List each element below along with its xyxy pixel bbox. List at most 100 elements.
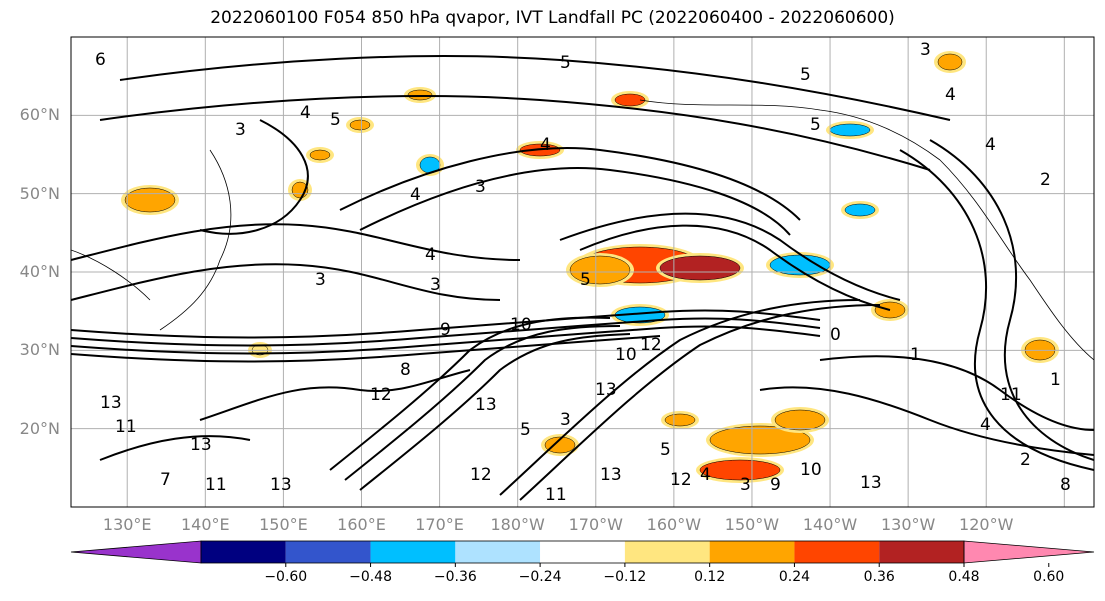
coastline-segment xyxy=(939,159,1094,361)
colorbar-segment xyxy=(879,541,964,563)
qvapor-anomaly-area xyxy=(699,459,781,481)
contour-value-label: 3 xyxy=(920,40,931,60)
contour-value-label: 4 xyxy=(985,135,996,155)
contour-value-label: 5 xyxy=(520,420,531,440)
contour-value-label: 8 xyxy=(400,360,411,380)
contour-value-label: 1 xyxy=(1050,370,1061,390)
contour-value-label: 3 xyxy=(235,120,246,140)
colorbar-tick-label: −0.36 xyxy=(433,569,477,585)
coastline-segment xyxy=(639,99,941,161)
contour-value-label: 4 xyxy=(700,465,711,485)
ivt-contour-line xyxy=(71,335,661,363)
colorbar-segment xyxy=(285,541,371,563)
longitude-label: 140°W xyxy=(802,515,858,534)
longitude-label: 140°E xyxy=(180,515,230,534)
contour-value-label: 4 xyxy=(540,135,551,155)
ivt-contour-line xyxy=(71,263,501,301)
longitude-label: 160°W xyxy=(646,515,702,534)
contour-value-label: 10 xyxy=(800,460,822,480)
ivt-contour-line xyxy=(339,147,801,221)
contour-value-label: 4 xyxy=(410,185,421,205)
contour-value-label: 13 xyxy=(190,435,212,455)
longitude-label: 130°W xyxy=(880,515,936,534)
contour-value-label: 3 xyxy=(475,177,486,197)
map-frame xyxy=(70,36,1095,508)
contour-value-label: 13 xyxy=(475,395,497,415)
qvapor-anomaly-area xyxy=(659,255,741,281)
qvapor-anomaly-area xyxy=(309,149,331,161)
contour-value-label: 12 xyxy=(370,385,392,405)
contour-value-label: 4 xyxy=(425,245,436,265)
longitude-label: 160°E xyxy=(337,515,386,534)
ivt-contour-line xyxy=(199,369,471,421)
longitude-label: 180°W xyxy=(490,515,545,534)
ivt-contour-line xyxy=(899,149,1094,471)
contour-value-label: 3 xyxy=(315,270,326,290)
contour-value-label: 4 xyxy=(980,415,991,435)
ivt-contours xyxy=(71,55,1094,501)
ivt-contour-line xyxy=(559,212,901,301)
colorbar-segment xyxy=(624,541,710,563)
colorbar-tick-label: 0.36 xyxy=(863,569,895,585)
colorbar-frame xyxy=(200,540,965,564)
ivt-contour-line xyxy=(929,139,1094,461)
ivt-contour-line xyxy=(199,119,309,235)
qvapor-anomaly-area xyxy=(664,413,696,427)
qvapor-anomaly-area xyxy=(844,203,876,217)
ivt-contour-line xyxy=(359,167,791,236)
contour-value-label: 13 xyxy=(100,393,122,413)
contour-value-label: 5 xyxy=(560,53,571,73)
ivt-contour-line xyxy=(329,316,611,471)
colorbar-segment xyxy=(540,541,625,563)
contour-value-label: 3 xyxy=(560,410,571,430)
colorbar-tick-label: −0.48 xyxy=(349,569,392,585)
colorbar-tick-label: 0.12 xyxy=(694,569,726,585)
contour-value-label: 11 xyxy=(545,485,567,505)
ivt-contour-line xyxy=(71,223,521,261)
colorbar-segment xyxy=(201,541,286,563)
colorbar-tick-label: −0.24 xyxy=(518,569,562,585)
longitude-label: 130°E xyxy=(102,515,152,534)
qvapor-anomaly-area xyxy=(124,187,176,213)
contour-value-label: 6 xyxy=(95,50,106,70)
ivt-contour-line xyxy=(344,325,621,481)
coastline-segment xyxy=(71,249,151,301)
contour-value-label: 9 xyxy=(770,475,781,495)
qvapor-anomaly-area xyxy=(614,93,646,107)
latitude-label: 50°N xyxy=(19,183,60,203)
contour-value-label: 13 xyxy=(600,465,622,485)
contour-value-label: 2 xyxy=(1040,170,1051,190)
colorbar-extend-high xyxy=(963,540,1095,564)
contour-value-label: 2 xyxy=(1020,450,1031,470)
map-title: 2022060100 F054 850 hPa qvapor, IVT Land… xyxy=(210,8,895,28)
qvapor-anomaly-area xyxy=(709,425,811,455)
ivt-contour-line xyxy=(579,224,891,311)
colorbar-segment xyxy=(709,541,795,563)
ivt-contour-line xyxy=(71,309,821,339)
contour-value-label: 10 xyxy=(615,345,637,365)
contour-value-label: 0 xyxy=(830,325,841,345)
colorbar-extend-low xyxy=(70,540,202,564)
qvapor-anomaly-area xyxy=(829,123,871,137)
qvapor-anomaly-area xyxy=(544,436,576,454)
coastline-segment xyxy=(159,149,232,331)
ivt-contour-line xyxy=(99,95,931,171)
contour-value-label: 5 xyxy=(330,110,341,130)
qvapor-anomaly-area xyxy=(349,119,371,131)
contour-value-label: 7 xyxy=(160,470,171,490)
colorbar xyxy=(70,540,1095,567)
qvapor-anomaly-area xyxy=(937,53,963,71)
colorbar-tick-label: 0.48 xyxy=(948,569,980,585)
contour-value-label: 5 xyxy=(800,65,811,85)
contour-value-label: 4 xyxy=(945,85,956,105)
contour-value-label: 13 xyxy=(595,380,617,400)
qvapor-anomaly-area xyxy=(407,89,433,101)
contour-value-label: 12 xyxy=(470,465,492,485)
colorbar-tick-label: −0.12 xyxy=(603,569,647,585)
ivt-contour-line xyxy=(119,55,951,121)
longitude-label: 150°E xyxy=(259,515,308,534)
colorbar-segment xyxy=(455,541,541,563)
latitude-label: 20°N xyxy=(19,418,60,438)
